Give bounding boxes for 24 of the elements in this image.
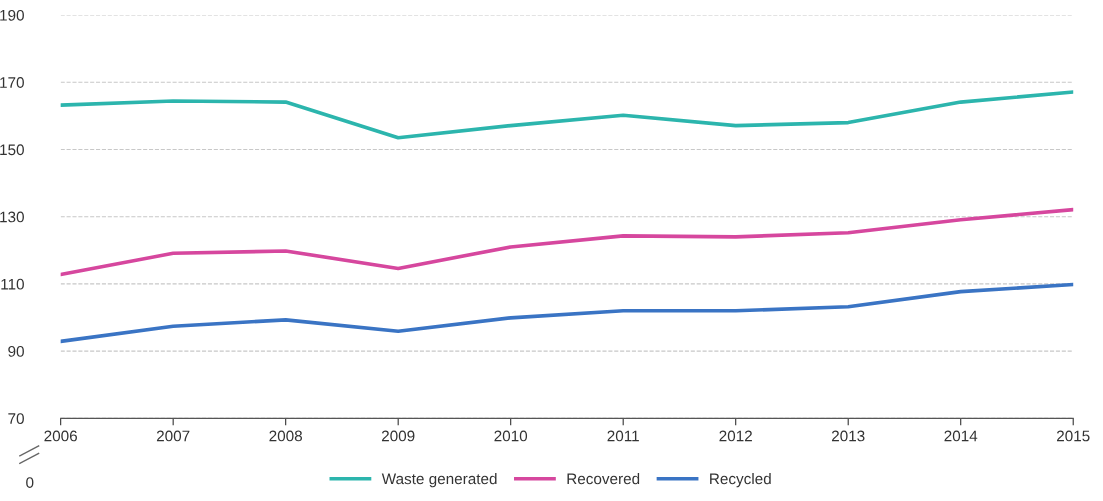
line-series xyxy=(60,90,1074,140)
y-tick-label: 190 xyxy=(0,9,24,21)
x-tick-label: 2007 xyxy=(156,430,190,442)
x-tick-label: 2015 xyxy=(1057,430,1090,442)
line-series xyxy=(60,282,1074,344)
x-tick-label: 2012 xyxy=(719,430,752,442)
y-tick-label: 90 xyxy=(8,345,24,357)
y-tick-label: 170 xyxy=(0,77,24,88)
line-series xyxy=(60,207,1074,277)
x-tick-label: 2014 xyxy=(944,430,978,442)
legend-label: Recycled xyxy=(710,473,771,488)
y-tick-label: 150 xyxy=(0,144,24,156)
legend-label: Recovered xyxy=(567,473,640,485)
y-tick-label: 130 xyxy=(0,211,24,223)
x-tick-label: 2009 xyxy=(381,430,415,442)
x-tick-label: 2010 xyxy=(494,430,528,442)
x-tick-label: 2006 xyxy=(44,430,77,442)
y-tick-label: 70 xyxy=(8,413,24,425)
text: 0 xyxy=(26,477,34,488)
x-tick-label: 2011 xyxy=(607,430,639,442)
legend-label: Waste generated xyxy=(381,473,497,488)
x-tick-label: 2013 xyxy=(831,430,865,442)
y-tick-label: 110 xyxy=(1,278,24,290)
x-tick-label: 2008 xyxy=(269,430,303,442)
